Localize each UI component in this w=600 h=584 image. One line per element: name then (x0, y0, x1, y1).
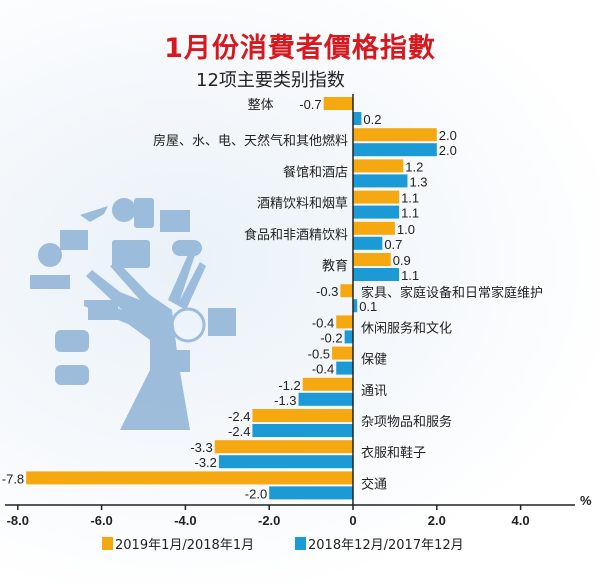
bar-2019-jan (332, 346, 353, 360)
computer-icon (160, 210, 190, 232)
category-label: 餐馆和酒店 (283, 164, 348, 180)
category-label: 休闲服务和文化 (361, 320, 452, 336)
data-label: -1.2 (278, 378, 300, 393)
bar-2018-dec (269, 486, 353, 500)
clock-icon (170, 307, 206, 343)
category-label: 杂项物品和服务 (361, 414, 452, 430)
data-label: 0.9 (393, 253, 411, 268)
bar-2019-jan (323, 97, 353, 110)
data-label: 1.1 (401, 206, 419, 221)
bar-2018-dec (336, 361, 353, 375)
bar-2019-jan (353, 128, 437, 142)
x-tick-label: -8.0 (7, 513, 29, 528)
data-label: 1.1 (401, 191, 419, 206)
data-label: -0.7 (299, 97, 321, 112)
data-label: -0.3 (316, 284, 338, 299)
bar-2018-dec (353, 143, 437, 157)
category-label: 整体 (248, 98, 274, 113)
x-tick-label: -4.0 (174, 513, 196, 528)
bar-2019-jan (353, 253, 391, 266)
data-label: -3.3 (190, 440, 212, 455)
telephone-icon (55, 365, 89, 385)
bar-2018-dec (353, 174, 408, 188)
bar-2018-dec (252, 424, 353, 437)
x-tick-label: 0 (349, 513, 356, 528)
data-label: 1.2 (405, 159, 423, 174)
legend-label: 2019年1月/2018年1月 (115, 538, 254, 553)
data-label: 2.0 (439, 143, 457, 158)
tv-icon (112, 240, 150, 268)
data-label: -0.4 (312, 315, 334, 330)
data-label: 0.1 (359, 299, 377, 314)
category-label: 通讯 (361, 384, 387, 399)
bar-2018-dec (353, 268, 400, 281)
x-tick-label: 4.0 (512, 513, 530, 528)
data-label: -2.4 (228, 409, 250, 424)
data-label: 2.0 (439, 128, 457, 143)
bar-2018-dec (298, 392, 353, 406)
x-tick-label: -6.0 (90, 513, 112, 528)
x-tick-label: -2.0 (258, 513, 280, 528)
data-label: -3.2 (195, 455, 217, 470)
airplane-icon (80, 206, 108, 222)
legend-label: 2018年12月/2017年12月 (308, 538, 464, 553)
chart-title: 1月份消費者價格指數 (164, 33, 436, 64)
bar-2019-jan (353, 190, 400, 204)
bar-2019-jan (340, 284, 353, 298)
data-label: -0.2 (320, 330, 342, 345)
tablet-icon (152, 374, 178, 412)
bar-2019-jan (214, 440, 353, 454)
x-tick-label: 2.0 (428, 513, 446, 528)
data-label: 1.1 (401, 268, 419, 283)
chart-subtitle: 12项主要类别指数 (196, 70, 345, 91)
category-label: 保健 (361, 353, 387, 368)
category-label: 交通 (361, 476, 387, 492)
data-label: 1.3 (409, 174, 427, 189)
data-label: -0.5 (308, 347, 330, 362)
category-label: 教育 (322, 258, 348, 274)
bar-2018-dec (353, 112, 362, 125)
data-label: -0.4 (312, 362, 334, 377)
bar-2018-dec (353, 205, 400, 219)
bar-2019-jan (26, 471, 354, 485)
legend-swatch (295, 537, 306, 550)
bar-2019-jan (252, 409, 353, 422)
data-label: 0.2 (363, 112, 381, 127)
data-label: 1.0 (397, 222, 415, 237)
bar-2019-jan (353, 159, 404, 173)
camera-icon (38, 243, 62, 267)
washing-machine-icon (160, 350, 190, 372)
category-label: 房屋、水、电、天然气和其他燃料 (153, 133, 348, 149)
light-bulb-icon (112, 198, 136, 222)
data-label: -2.4 (228, 424, 250, 439)
category-label: 酒精饮料和烟草 (257, 197, 348, 212)
bar-2018-dec (344, 330, 353, 344)
legend-swatch (102, 537, 113, 550)
data-label: 0.7 (384, 237, 402, 252)
data-label: -1.3 (274, 393, 296, 408)
category-label: 食品和非酒精饮料 (244, 227, 348, 243)
fan-icon (208, 308, 236, 336)
category-label: 家具、家庭设备和日常家庭维护 (361, 285, 543, 301)
axis-unit-label: % (580, 493, 592, 508)
gamepad-icon (172, 240, 202, 256)
data-label: -2.0 (245, 486, 267, 501)
bar-2019-jan (336, 315, 353, 329)
bar-2018-dec (353, 236, 383, 250)
category-label: 衣服和鞋子 (361, 445, 426, 461)
phone-icon (134, 198, 154, 228)
bar-2018-dec (353, 299, 358, 313)
bar-2019-jan (302, 377, 353, 391)
data-label: -7.8 (2, 471, 24, 486)
car-icon (55, 330, 89, 352)
bar-2018-dec (218, 455, 353, 469)
bar-2019-jan (353, 221, 395, 235)
